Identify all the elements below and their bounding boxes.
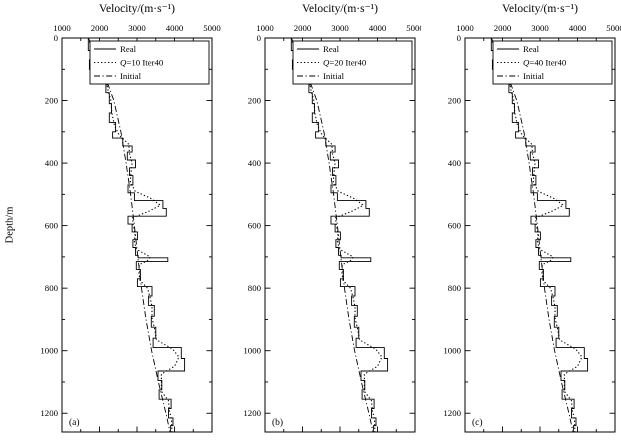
y-tick-label: 1200 [243,408,261,418]
y-tick-label: 0 [257,33,262,43]
legend: Real Q=20 Iter40 Initial [292,40,413,85]
panel-b: Velocity/(m·s⁻¹) 1000 2000 3000 4000 5000 0 20… [221,0,421,448]
legend-box [492,40,613,85]
legend-label: Initial [120,71,142,81]
y-tick-label: 200 [448,96,462,106]
x-tick-label: 2000 [294,23,312,33]
panel-c-plot: 1000 2000 3000 4000 5000 0 200 400 600 800 1000 120… [443,23,621,433]
curves [490,38,589,432]
axes-ticks [264,37,416,432]
legend-box [292,40,413,85]
y-tick-label: 0 [457,33,462,43]
y-tick-label: 200 [248,96,262,106]
y-tick-label: 800 [448,283,462,293]
legend-label: Q=20 Iter40 [323,58,367,68]
x-tick-label: 5000 [203,23,221,33]
curve-real [87,38,186,432]
y-tick-label: 400 [448,158,462,168]
x-tick-label: 2000 [91,23,109,33]
curve-real [490,38,589,432]
x-tick-label: 3000 [331,23,349,33]
curve-real [290,38,389,432]
panel-letter-label: (c) [472,417,483,428]
panel-a-x-axis-title: Velocity/(m·s⁻¹) [99,3,175,15]
y-tick-label: 600 [448,221,462,231]
legend: Real Q=40 Iter40 Initial [492,40,613,85]
x-tick-label: 4000 [369,23,387,33]
legend: Real Q=10 Iter40 Initial [89,40,210,85]
x-tick-label: 3000 [128,23,146,33]
curve-initial [290,38,374,432]
y-tick-label: 1000 [443,346,461,356]
y-tick-label: 600 [248,221,262,231]
y-tick-label: 1000 [243,346,261,356]
curve-inverted [87,38,180,432]
legend-label: Initial [523,71,545,81]
panel-c-x-axis-title: Velocity/(m·s⁻¹) [502,3,578,15]
curve-initial [490,38,574,432]
x-tick-label: 4000 [166,23,184,33]
x-tick-label: 4000 [569,23,587,33]
curve-inverted [490,38,583,432]
legend-label: Real [120,44,137,54]
legend-label: Initial [323,71,345,81]
x-tick-label: 1000 [256,23,274,33]
legend-box [89,40,210,85]
panel-b-plot: 1000 2000 3000 4000 5000 0 200 400 600 800 1000 120… [243,23,421,433]
curve-initial [87,38,171,432]
y-tick-label: 400 [45,158,59,168]
y-tick-label: 600 [45,221,59,231]
panel-letter-label: (b) [272,417,283,428]
y-tick-label: 1200 [443,408,461,418]
panel-c: Velocity/(m·s⁻¹) 1000 2000 3000 4000 5000 0 20… [421,0,621,448]
legend-label: Q=40 Iter40 [523,58,567,68]
y-axis-title: Depth/m [4,206,16,244]
y-tick-label: 200 [45,96,59,106]
y-tick-label: 800 [45,283,59,293]
curves [87,38,186,432]
legend-label: Real [323,44,340,54]
x-tick-label: 5000 [406,23,421,33]
x-tick-label: 1000 [456,23,474,33]
curve-inverted [290,38,383,432]
panel-a-plot: 1000 2000 3000 4000 5000 0 200 400 600 800 1000 120… [40,23,221,433]
y-tick-label: 400 [248,158,262,168]
panel-letter-label: (a) [69,417,80,428]
y-tick-label: 1200 [40,408,58,418]
legend-label: Q=10 Iter40 [120,58,164,68]
x-tick-label: 5000 [606,23,621,33]
panel-a: Velocity/(m·s⁻¹) Depth/m 1000 2000 3000 400… [0,0,221,448]
y-tick-label: 0 [54,33,59,43]
curves [290,38,389,432]
x-tick-label: 1000 [53,23,71,33]
x-tick-label: 2000 [494,23,512,33]
y-tick-label: 800 [248,283,262,293]
y-tick-label: 1000 [40,346,58,356]
x-tick-label: 3000 [531,23,549,33]
legend-label: Real [523,44,540,54]
panel-b-x-axis-title: Velocity/(m·s⁻¹) [302,3,378,15]
